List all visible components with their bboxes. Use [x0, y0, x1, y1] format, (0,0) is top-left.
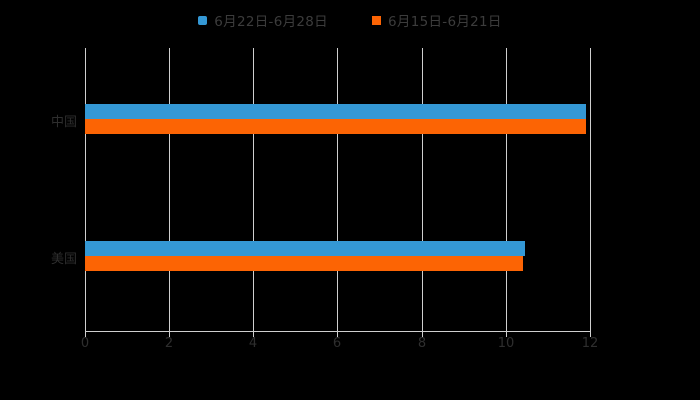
tick-mark-2 [169, 332, 170, 337]
x-tick-label-8: 8 [417, 336, 427, 351]
bar-china-series-2[interactable] [85, 119, 586, 134]
tick-mark-12 [590, 332, 591, 337]
plot-area [85, 48, 591, 331]
legend-item-series-2[interactable]: 6月15日-6月21日 [372, 10, 502, 30]
chart-legend: 6月22日-6月28日 6月15日-6月21日 [0, 8, 700, 32]
y-category-china-wrap: 中国 [0, 111, 77, 130]
y-category-usa-wrap: 美国 [0, 248, 77, 267]
legend-label-series-2: 6月15日-6月21日 [388, 14, 502, 30]
tick-mark-6 [337, 332, 338, 337]
x-tick-label-0: 0 [80, 336, 90, 351]
x-tick-label-6: 6 [332, 336, 342, 351]
bar-usa-series-1[interactable] [85, 241, 525, 256]
tick-mark-8 [422, 332, 423, 337]
gridline-10 [506, 48, 507, 331]
legend-item-series-1[interactable]: 6月22日-6月28日 [198, 10, 328, 30]
tick-mark-0 [85, 332, 86, 337]
x-axis-line [85, 331, 591, 332]
gridline-6 [337, 48, 338, 331]
y-category-label-china: 中国 [50, 115, 77, 130]
gridline-2 [169, 48, 170, 331]
gridline-4 [253, 48, 254, 331]
tick-mark-10 [506, 332, 507, 337]
x-tick-label-4: 4 [248, 336, 258, 351]
x-tick-label-2: 2 [164, 336, 174, 351]
x-tick-label-12: 12 [581, 336, 599, 351]
gridline-12 [590, 48, 591, 331]
dot-icon [198, 15, 208, 25]
tick-mark-4 [253, 332, 254, 337]
bar-usa-series-2[interactable] [85, 256, 523, 271]
gridline-0 [85, 48, 86, 331]
square-icon [372, 15, 381, 25]
legend-label-series-1: 6月22日-6月28日 [214, 14, 328, 30]
bar-china-series-1[interactable] [85, 104, 586, 119]
x-tick-label-10: 10 [497, 336, 515, 351]
y-category-label-usa: 美国 [50, 252, 77, 267]
gridline-8 [422, 48, 423, 331]
